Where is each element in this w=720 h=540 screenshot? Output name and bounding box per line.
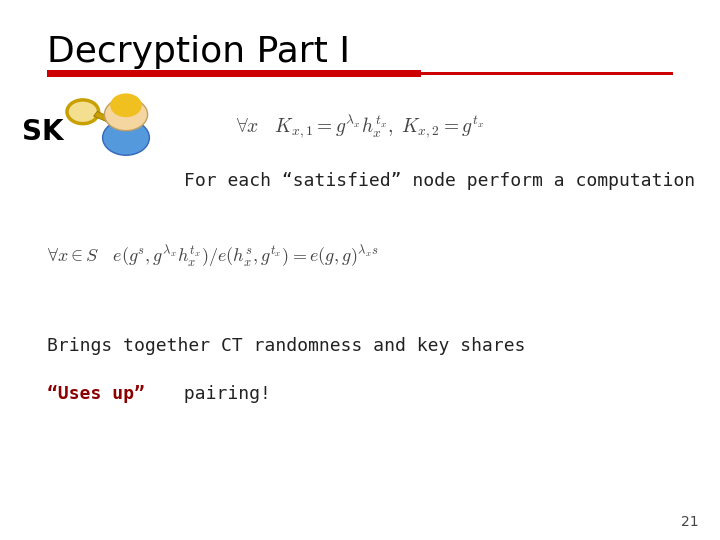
Circle shape [104, 98, 148, 131]
Text: $\forall x \in S \quad e(g^s, g^{\lambda_x} h_x^{t_x}) / e(h_x^s, g^{t_x}) = e(g: $\forall x \in S \quad e(g^s, g^{\lambda… [47, 244, 378, 269]
Circle shape [110, 93, 142, 117]
Bar [421, 72, 673, 75]
Text: 21: 21 [681, 515, 698, 529]
Ellipse shape [102, 120, 150, 156]
Text: For each “satisfied” node perform a computation: For each “satisfied” node perform a comp… [184, 172, 695, 190]
Text: $\forall x \quad K_{x,1} = g^{\lambda_x} h_x^{t_x}, \; K_{x,2} = g^{t_x}$: $\forall x \quad K_{x,1} = g^{\lambda_x}… [236, 113, 484, 140]
Bar [47, 70, 421, 77]
Text: Brings together CT randomness and key shares: Brings together CT randomness and key sh… [47, 336, 526, 355]
Text: Decryption Part I: Decryption Part I [47, 35, 350, 69]
Circle shape [67, 100, 99, 124]
Bar [94, 111, 132, 131]
Text: “Uses up”: “Uses up” [47, 385, 145, 403]
Text: pairing!: pairing! [173, 385, 271, 403]
Text: SK: SK [22, 118, 63, 146]
